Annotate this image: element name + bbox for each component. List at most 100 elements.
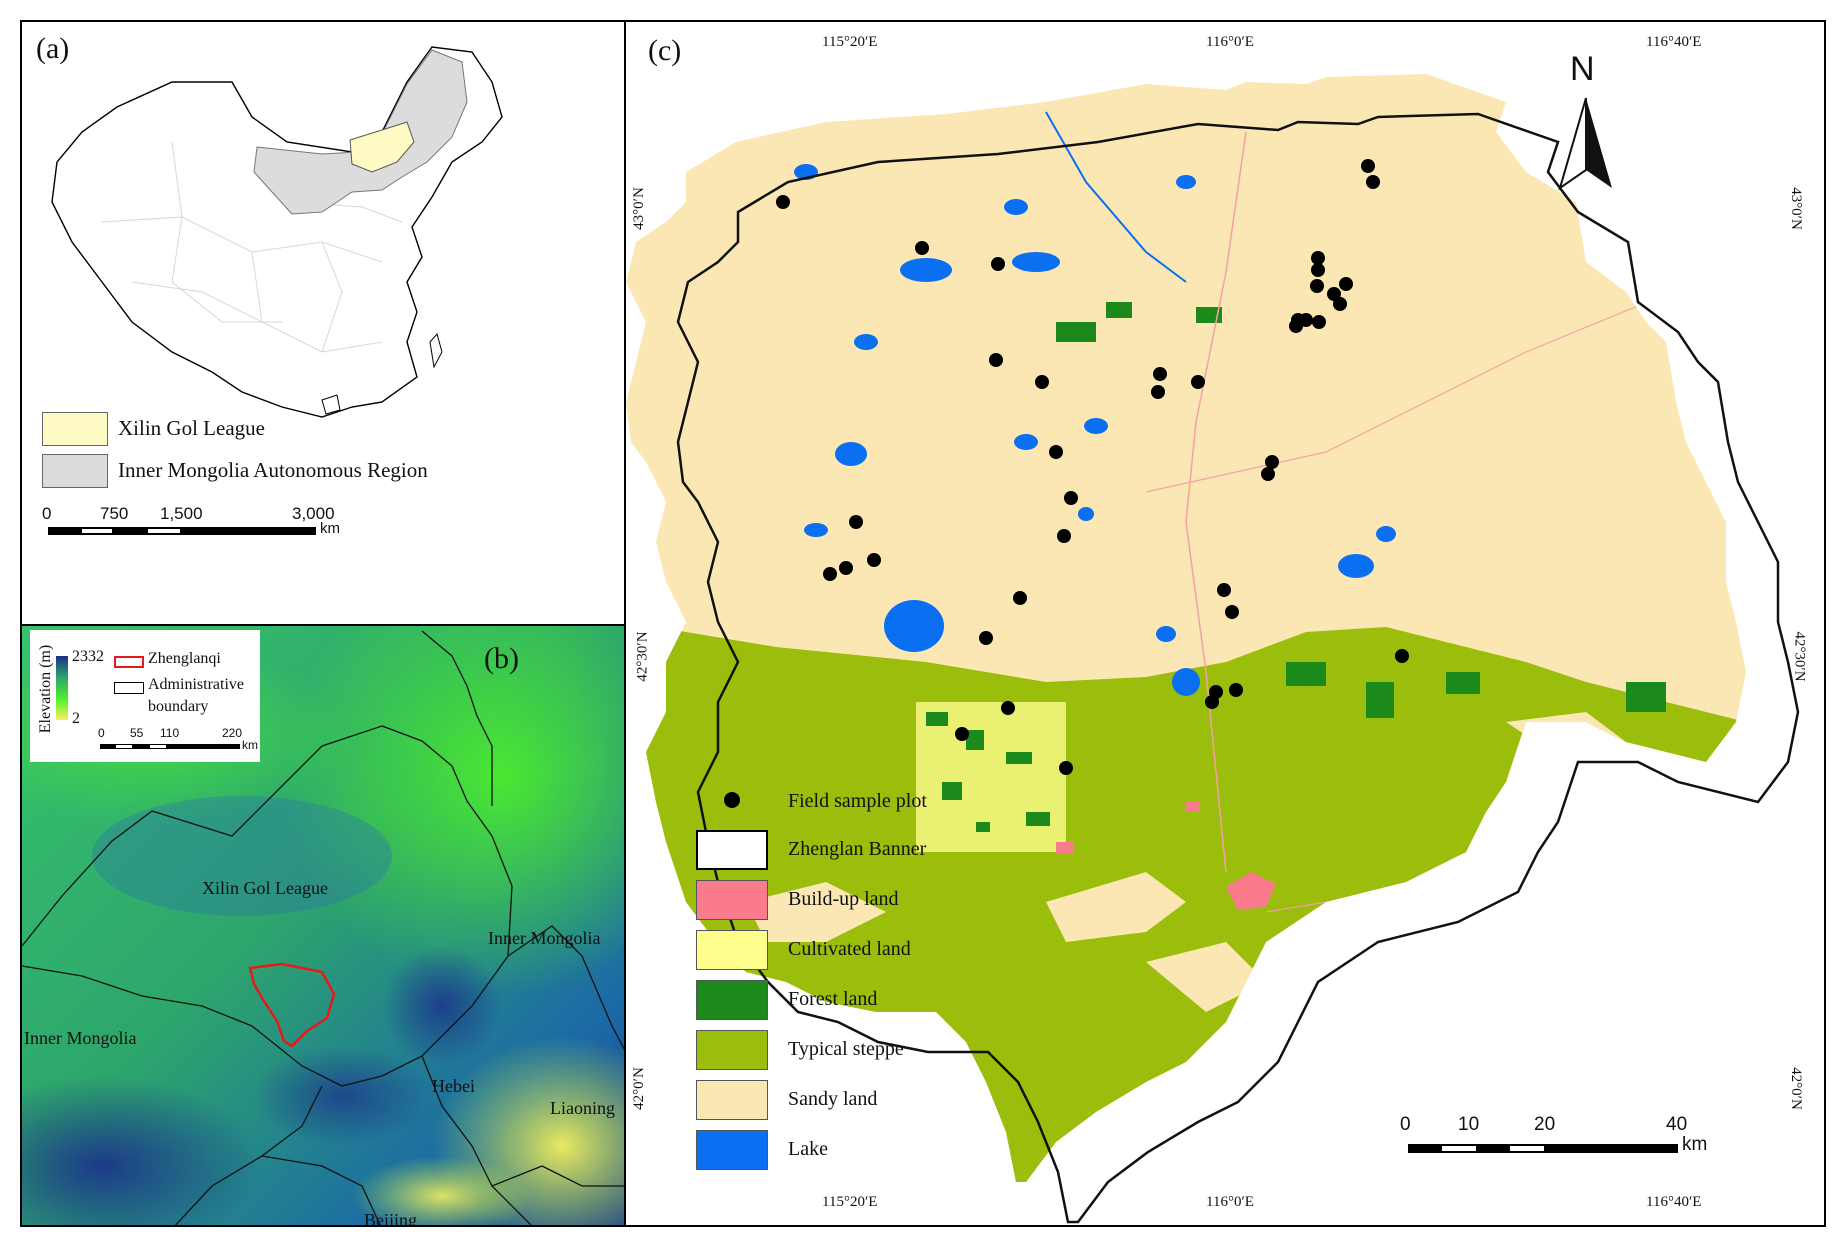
scale-a-tick-1: 750 xyxy=(100,504,129,523)
scale-b-tick-1: 55 xyxy=(130,726,144,740)
field-sample-plot xyxy=(1001,701,1015,715)
field-sample-plot xyxy=(1310,279,1324,293)
lon-bottom-0: 115°20′E xyxy=(822,1194,878,1210)
field-sample-plot xyxy=(1265,455,1279,469)
label-xilin-gol: Xilin Gol League xyxy=(202,878,328,898)
legend-admin-label: Administrative boundary xyxy=(148,676,244,715)
field-sample-plot xyxy=(1333,297,1347,311)
legend-inner-mongolia-label: Inner Mongolia Autonomous Region xyxy=(118,458,428,482)
field-sample-plot xyxy=(867,553,881,567)
field-sample-plot xyxy=(1289,319,1303,333)
sample-dot-icon xyxy=(724,792,740,808)
zhenglanqi-swatch xyxy=(114,656,144,668)
scale-c-tick-3: 40 xyxy=(1666,1114,1688,1135)
swatch-cultivated-land xyxy=(696,930,768,970)
field-sample-plot xyxy=(1229,683,1243,697)
legend-typical-steppe-label: Typical steppe xyxy=(788,1038,904,1060)
forest-land-areas xyxy=(926,302,1666,832)
admin-boundaries xyxy=(22,630,624,1225)
elevation-min: 2 xyxy=(72,710,80,727)
label-inner-mongolia-east: Inner Mongolia xyxy=(488,928,601,948)
field-sample-plot xyxy=(1311,251,1325,265)
swatch-forest-land xyxy=(696,980,768,1020)
field-sample-plot xyxy=(1339,277,1353,291)
legend-build-up-label: Build-up land xyxy=(788,888,899,910)
scale-a-unit: km xyxy=(320,520,340,537)
field-sample-plot xyxy=(1013,591,1027,605)
field-sample-plot xyxy=(1311,263,1325,277)
scale-c-tick-0: 0 xyxy=(1400,1114,1411,1135)
panel-b-tag: (b) xyxy=(484,642,519,675)
field-sample-plot xyxy=(1059,761,1073,775)
legend-field-sample-label: Field sample plot xyxy=(788,790,927,812)
swatch-sandy-land xyxy=(696,1080,768,1120)
cultivated-land-area xyxy=(916,702,1066,852)
field-sample-plot xyxy=(915,241,929,255)
field-sample-plot xyxy=(1261,467,1275,481)
label-inner-mongolia-west: Inner Mongolia xyxy=(24,1028,137,1048)
label-beijing: Beijing xyxy=(364,1210,417,1227)
panel-b-elevation-map: (b) Elevation (m) 2332 2 Zhenglanqi Admi… xyxy=(20,624,626,1227)
xilin-gol-region xyxy=(349,121,415,173)
scale-a-tick-3: 3,000 xyxy=(292,504,335,523)
panel-b-legend: Elevation (m) 2332 2 Zhenglanqi Administ… xyxy=(30,630,260,762)
lon-bottom-2: 116°40′E xyxy=(1646,1194,1702,1210)
zhenglanqi-outline xyxy=(248,962,336,1048)
scale-b-unit: km xyxy=(242,738,258,752)
swatch-typical-steppe xyxy=(696,1030,768,1070)
panel-c-tag: (c) xyxy=(648,34,682,67)
field-sample-plot xyxy=(1049,445,1063,459)
elevation-title: Elevation (m) xyxy=(37,644,55,734)
china-map xyxy=(51,46,503,418)
lake-areas xyxy=(794,164,1396,696)
field-sample-plot xyxy=(1395,649,1409,663)
elevation-max: 2332 xyxy=(72,648,104,665)
field-sample-plot xyxy=(1312,315,1326,329)
legend-lake-label: Lake xyxy=(788,1138,828,1160)
scale-c-tick-1: 10 xyxy=(1458,1114,1480,1135)
field-sample-plot xyxy=(1153,367,1167,381)
field-sample-plot xyxy=(1057,529,1071,543)
panel-a-tag: (a) xyxy=(36,32,70,65)
scale-c-tick-2: 20 xyxy=(1534,1114,1556,1135)
lon-top-1: 116°0′E xyxy=(1206,34,1254,50)
field-sample-plot xyxy=(1225,605,1239,619)
legend-xilin-swatch xyxy=(42,412,108,446)
legend-inner-mongolia-swatch xyxy=(42,454,108,488)
label-hebei: Hebei xyxy=(432,1076,475,1096)
legend-zhenglanqi-label: Zhenglanqi xyxy=(148,650,221,667)
field-sample-plot xyxy=(991,257,1005,271)
field-sample-plot xyxy=(979,631,993,645)
north-arrow-icon xyxy=(1558,98,1612,191)
field-sample-plot xyxy=(1191,375,1205,389)
field-sample-plot xyxy=(1151,385,1165,399)
scale-b-tick-0: 0 xyxy=(98,726,105,740)
admin-boundary-swatch xyxy=(114,682,144,694)
field-sample-plot xyxy=(776,195,790,209)
field-sample-plot xyxy=(1361,159,1375,173)
field-sample-plot xyxy=(1205,695,1219,709)
lon-top-2: 116°40′E xyxy=(1646,34,1702,50)
field-sample-plot xyxy=(955,727,969,741)
build-up-land-area xyxy=(1226,872,1276,910)
swatch-lake xyxy=(696,1130,768,1170)
swatch-zhenglan-banner xyxy=(696,830,768,870)
scale-a-tick-0: 0 xyxy=(42,504,52,523)
scale-c-unit: km xyxy=(1682,1134,1708,1155)
field-sample-plot xyxy=(1064,491,1078,505)
field-sample-plots xyxy=(776,159,1409,775)
field-sample-plot xyxy=(1035,375,1049,389)
legend-zhenglan-banner-label: Zhenglan Banner xyxy=(788,838,927,860)
panel-c-legend: Field sample plot Zhenglan Banner Build-… xyxy=(626,782,946,1182)
field-sample-plot xyxy=(989,353,1003,367)
elevation-colorbar xyxy=(56,656,68,720)
field-sample-plot xyxy=(1366,175,1380,189)
lon-top-0: 115°20′E xyxy=(822,34,878,50)
panel-c-landuse-map: (c) 115°20′E 116°0′E 116°40′E 115°20′E 1… xyxy=(624,20,1826,1227)
legend-cultivated-label: Cultivated land xyxy=(788,938,911,960)
field-sample-plot xyxy=(823,567,837,581)
hainan xyxy=(321,394,341,415)
scale-b-tick-3: 220 xyxy=(222,726,243,740)
landuse-map-svg xyxy=(626,74,1800,1224)
scale-b-tick-2: 110 xyxy=(160,726,180,740)
